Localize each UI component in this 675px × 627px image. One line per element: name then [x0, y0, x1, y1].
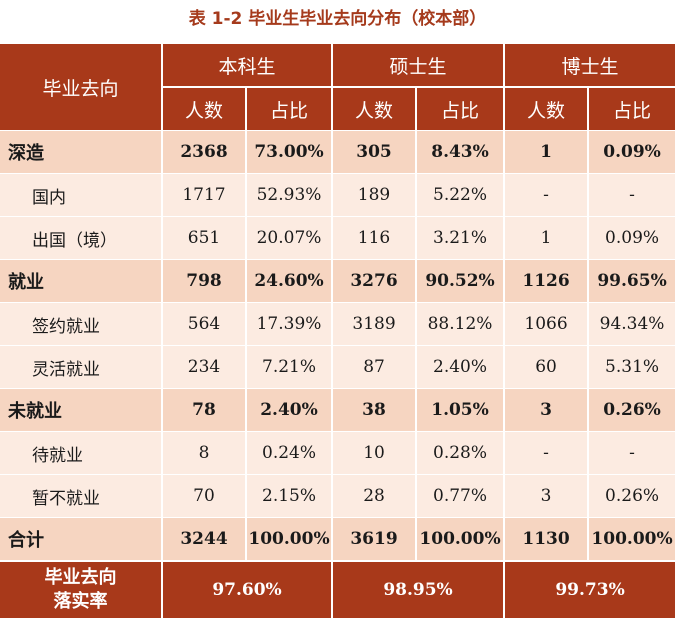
table-cell: 87: [332, 345, 418, 389]
table-cell: 100.00%: [416, 517, 506, 561]
table-cell: 1.05%: [416, 388, 506, 432]
table-cell: -: [588, 431, 675, 475]
table-row: 待就业 8 0.24% 10 0.28% - -: [0, 431, 675, 475]
table-row: 灵活就业 234 7.21% 87 2.40% 60 5.31%: [0, 345, 675, 389]
placement-rate-label: 毕业去向 落实率: [0, 560, 163, 618]
table-cell: 88.12%: [416, 302, 506, 346]
table-cell: 3: [504, 474, 590, 518]
table-cell: 3189: [332, 302, 418, 346]
table-cell: 8: [162, 431, 247, 475]
table-cell: -: [504, 431, 590, 475]
table-cell: 38: [332, 388, 418, 432]
table-cell: 52.93%: [246, 173, 334, 217]
placement-rate-row: 毕业去向 落实率 97.60% 98.95% 99.73%: [0, 560, 675, 618]
table-cell: 651: [162, 216, 247, 260]
table-cell: 0.26%: [588, 474, 675, 518]
table-cell: 1: [504, 216, 590, 260]
table-cell: 234: [162, 345, 247, 389]
table-cell: -: [504, 173, 590, 217]
header-undergraduate: 本科生: [162, 44, 334, 88]
table-cell: 99.65%: [588, 259, 675, 303]
table-row: 未就业 78 2.40% 38 1.05% 3 0.26%: [0, 388, 675, 432]
table-cell: 0.09%: [588, 130, 675, 174]
header-corner: 毕业去向: [0, 44, 163, 131]
placement-rate-doctor: 99.73%: [504, 560, 675, 618]
table-cell: 1066: [504, 302, 590, 346]
table-cell: 8.43%: [416, 130, 506, 174]
table-row: 出国（境） 651 20.07% 116 3.21% 1 0.09%: [0, 216, 675, 260]
table-cell: 5.31%: [588, 345, 675, 389]
placement-rate-undergraduate: 97.60%: [162, 560, 334, 618]
header-doctor: 博士生: [504, 44, 675, 88]
total-row: 合计 3244 100.00% 3619 100.00% 1130 100.00…: [0, 517, 675, 561]
table-cell: 78: [162, 388, 247, 432]
header-ratio: 占比: [588, 87, 675, 131]
table-cell: 3619: [332, 517, 418, 561]
table-cell: 94.34%: [588, 302, 675, 346]
table-cell: 24.60%: [246, 259, 334, 303]
table-cell: 2.40%: [416, 345, 506, 389]
header-count: 人数: [332, 87, 418, 131]
table-row: 暂不就业 70 2.15% 28 0.77% 3 0.26%: [0, 474, 675, 518]
table-cell: 1126: [504, 259, 590, 303]
table-cell: 90.52%: [416, 259, 506, 303]
table-cell: 3276: [332, 259, 418, 303]
header-ratio: 占比: [416, 87, 506, 131]
row-label: 灵活就业: [0, 345, 163, 389]
table-cell: 564: [162, 302, 247, 346]
table-cell: 798: [162, 259, 247, 303]
table-cell: 0.09%: [588, 216, 675, 260]
table-cell: 100.00%: [246, 517, 334, 561]
table-cell: 3.21%: [416, 216, 506, 260]
header-master: 硕士生: [332, 44, 506, 88]
row-label: 深造: [0, 130, 163, 174]
placement-rate-label-line1: 毕业去向: [44, 567, 117, 588]
table-cell: 1717: [162, 173, 247, 217]
table-cell: 100.00%: [588, 517, 675, 561]
table-cell: 0.28%: [416, 431, 506, 475]
table-cell: 3244: [162, 517, 247, 561]
header-count: 人数: [162, 87, 247, 131]
row-label: 签约就业: [0, 302, 163, 346]
table-cell: 305: [332, 130, 418, 174]
table-cell: 20.07%: [246, 216, 334, 260]
table-cell: 7.21%: [246, 345, 334, 389]
placement-rate-label-line2: 落实率: [53, 591, 108, 612]
table-cell: 2.40%: [246, 388, 334, 432]
table-cell: 17.39%: [246, 302, 334, 346]
table-cell: 189: [332, 173, 418, 217]
table-row: 签约就业 564 17.39% 3189 88.12% 1066 94.34%: [0, 302, 675, 346]
graduate-destination-table: 毕业去向 本科生 硕士生 博士生 人数 占比 人数 占比 人数 占比 深造 23…: [0, 44, 675, 618]
row-label: 合计: [0, 517, 163, 561]
table-cell: -: [588, 173, 675, 217]
row-label: 未就业: [0, 388, 163, 432]
table-cell: 10: [332, 431, 418, 475]
table-row: 就业 798 24.60% 3276 90.52% 1126 99.65%: [0, 259, 675, 303]
table-cell: 28: [332, 474, 418, 518]
placement-rate-master: 98.95%: [332, 560, 506, 618]
table-cell: 0.77%: [416, 474, 506, 518]
table-cell: 1130: [504, 517, 590, 561]
table-cell: 73.00%: [246, 130, 334, 174]
row-label: 待就业: [0, 431, 163, 475]
table-row: 深造 2368 73.00% 305 8.43% 1 0.09%: [0, 130, 675, 174]
table-row: 国内 1717 52.93% 189 5.22% - -: [0, 173, 675, 217]
table-title: 表 1-2 毕业生毕业去向分布（校本部）: [188, 9, 487, 29]
header-ratio: 占比: [246, 87, 334, 131]
table-cell: 1: [504, 130, 590, 174]
table-cell: 60: [504, 345, 590, 389]
table-cell: 116: [332, 216, 418, 260]
table-cell: 0.26%: [588, 388, 675, 432]
table-cell: 70: [162, 474, 247, 518]
header-count: 人数: [504, 87, 590, 131]
table-cell: 2368: [162, 130, 247, 174]
row-label: 国内: [0, 173, 163, 217]
row-label: 就业: [0, 259, 163, 303]
table-cell: 2.15%: [246, 474, 334, 518]
row-label: 出国（境）: [0, 216, 163, 260]
table-cell: 3: [504, 388, 590, 432]
table-cell: 5.22%: [416, 173, 506, 217]
table-cell: 0.24%: [246, 431, 334, 475]
row-label: 暂不就业: [0, 474, 163, 518]
